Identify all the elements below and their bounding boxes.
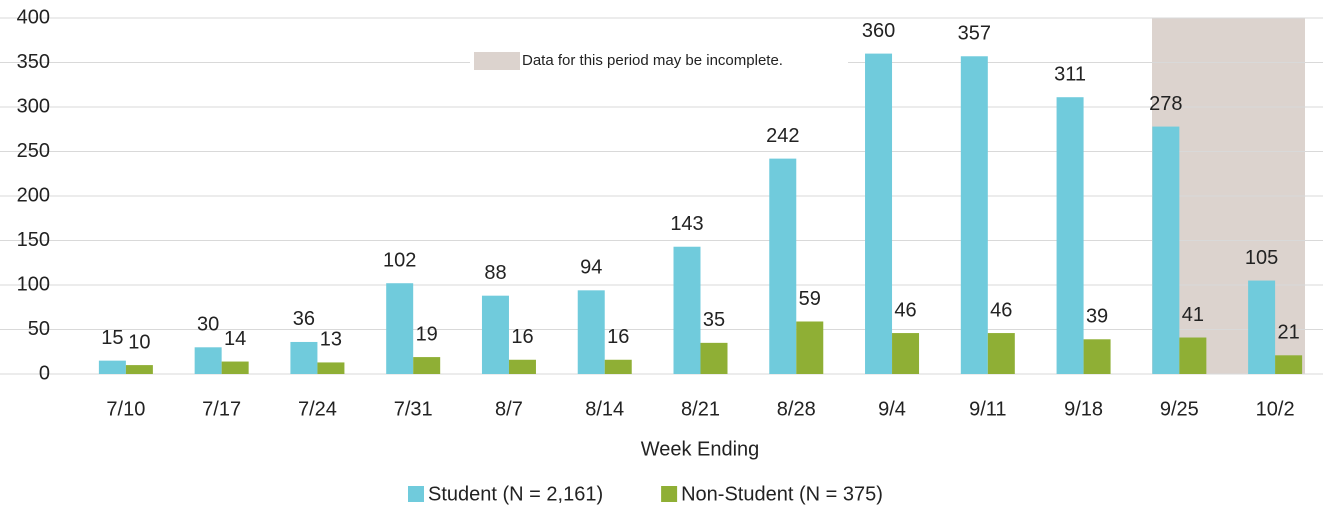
bar — [769, 158, 797, 374]
data-label: 105 — [1245, 247, 1278, 269]
bar — [796, 321, 824, 374]
y-tick-label: 350 — [17, 51, 50, 73]
bar — [604, 359, 632, 374]
bar — [481, 295, 509, 374]
x-tick-label: 8/21 — [681, 398, 720, 420]
data-label: 242 — [766, 125, 799, 147]
data-label: 46 — [990, 299, 1012, 321]
data-label: 21 — [1277, 322, 1299, 344]
bar — [290, 341, 318, 374]
bar — [413, 357, 441, 374]
bar — [1056, 97, 1084, 375]
bar — [673, 246, 701, 374]
data-label: 16 — [607, 326, 629, 348]
x-tick-label: 8/7 — [495, 398, 523, 420]
data-label: 35 — [703, 309, 725, 331]
data-label: 94 — [580, 257, 602, 279]
x-tick-label: 8/14 — [585, 398, 624, 420]
x-tick-label: 9/4 — [878, 398, 906, 420]
annotation-box — [470, 48, 848, 74]
data-label: 143 — [670, 213, 703, 235]
bar — [700, 342, 728, 374]
data-label: 88 — [484, 262, 506, 284]
bar — [577, 290, 605, 374]
data-label: 14 — [224, 328, 246, 350]
legend-swatch — [408, 486, 424, 502]
bar — [194, 347, 222, 374]
y-tick-label: 300 — [17, 95, 50, 117]
x-tick-label: 7/17 — [202, 398, 241, 420]
x-tick-label: 10/2 — [1256, 398, 1295, 420]
data-label: 278 — [1149, 93, 1182, 115]
bar — [125, 365, 153, 374]
x-tick-label: 7/24 — [298, 398, 337, 420]
data-label: 19 — [416, 323, 438, 345]
legend-label: Student (N = 2,161) — [428, 483, 603, 505]
data-label: 13 — [320, 329, 342, 351]
bar — [386, 283, 414, 374]
x-tick-label: 7/31 — [394, 398, 433, 420]
data-label: 15 — [101, 327, 123, 349]
x-tick-label: 9/18 — [1064, 398, 1103, 420]
bar — [1179, 337, 1207, 374]
bar — [317, 362, 345, 374]
data-label: 16 — [511, 326, 533, 348]
data-label: 39 — [1086, 306, 1108, 328]
bar — [865, 53, 893, 374]
bar — [1275, 355, 1303, 374]
bar — [98, 360, 126, 374]
data-label: 311 — [1054, 63, 1086, 85]
y-tick-label: 100 — [17, 273, 50, 295]
y-tick-label: 400 — [17, 6, 50, 28]
bar — [1083, 339, 1111, 374]
x-tick-label: 9/25 — [1160, 398, 1199, 420]
legend-label: Non-Student (N = 375) — [681, 483, 883, 505]
y-tick-label: 50 — [28, 318, 50, 340]
bar — [1152, 126, 1180, 374]
bar — [1248, 280, 1276, 374]
data-label: 10 — [128, 331, 150, 353]
data-label: 41 — [1182, 304, 1204, 326]
data-label: 36 — [293, 308, 315, 330]
y-tick-label: 250 — [17, 140, 50, 162]
y-tick-label: 200 — [17, 184, 50, 206]
x-tick-label: 8/28 — [777, 398, 816, 420]
data-label: 357 — [958, 23, 991, 45]
bar — [892, 333, 920, 374]
annotation: Data for this period may be incomplete. — [522, 52, 783, 69]
data-label: 30 — [197, 314, 219, 336]
y-tick-label: 150 — [17, 229, 50, 251]
legend-swatch — [661, 486, 678, 502]
bar — [221, 361, 249, 374]
data-label: 59 — [799, 288, 821, 310]
bar — [987, 333, 1015, 374]
bar — [508, 359, 536, 374]
data-label: 102 — [383, 250, 416, 272]
annotation-swatch — [474, 52, 520, 70]
x-axis-title: Week Ending — [641, 438, 760, 460]
y-tick-label: 0 — [39, 362, 50, 384]
x-tick-label: 7/10 — [106, 398, 145, 420]
data-label: 46 — [894, 299, 916, 321]
data-label: 360 — [862, 20, 895, 42]
bar — [960, 56, 988, 375]
x-tick-label: 9/11 — [969, 398, 1006, 420]
